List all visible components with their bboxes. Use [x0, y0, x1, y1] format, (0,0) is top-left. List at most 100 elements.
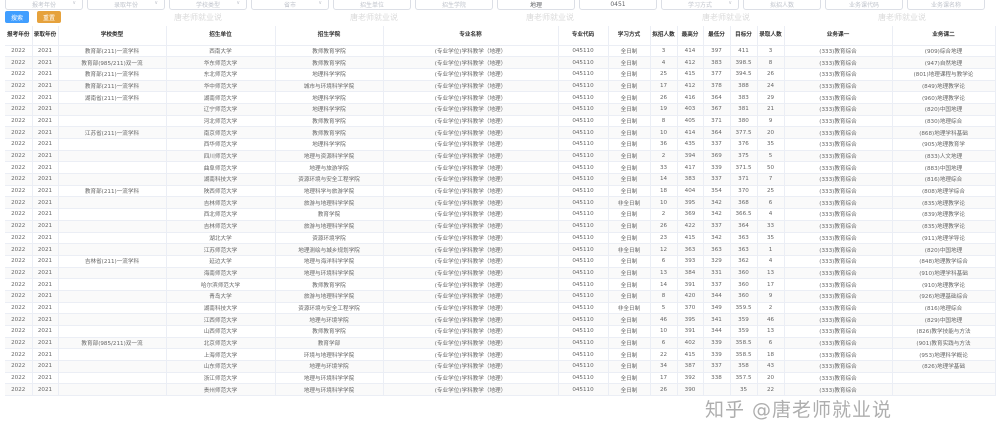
table-row[interactable]: 2022 2021 教育部(211)一流学科 西南大学 教师教育学院 (专业学位)学科教学…: [5, 45, 996, 58]
table-cell: 045110: [558, 173, 609, 186]
table-row[interactable]: 2022 2021 湖南科技大学 资源环境与安全工程学院 (专业学位)学科教学（地理） 0…: [5, 302, 996, 315]
column-header[interactable]: 拟招人数: [650, 26, 678, 46]
table-row[interactable]: 2022 2021 江苏师范大学 地理测绘与城乡规划学院 (专业学位)学科教学（地理） 0…: [5, 243, 996, 256]
table-cell: [58, 243, 167, 256]
table-row[interactable]: 2022 2021 教育部(985/211)双一流 北京师范大学 教育学部 (专业学位)学…: [5, 337, 996, 350]
table-row[interactable]: 2022 2021 吉林师范大学 旅游与地理科学学院 (专业学位)学科教学（地理） 045…: [5, 220, 996, 233]
table-row[interactable]: 2022 2021 江苏省(211)一流学科 南京师范大学 教师教育学院 (专业学位)学科…: [5, 126, 996, 139]
table-cell: 045110: [558, 360, 609, 373]
table-cell: 北京师范大学: [166, 337, 276, 350]
table-cell: 吉林省(211)一流学科: [58, 255, 167, 268]
search-button[interactable]: 搜索: [5, 11, 30, 23]
table-cell: 2021: [32, 185, 59, 198]
table-cell: 环境与地理科学学院: [275, 348, 384, 362]
table-cell: (专业学位)学科教学（地理）: [383, 302, 559, 315]
column-header[interactable]: 录取人数: [757, 26, 785, 46]
table-cell: 2022: [5, 313, 33, 326]
table-cell: 地理科学学院: [275, 68, 384, 81]
table-cell: 2022: [5, 278, 33, 291]
table-cell: [892, 383, 996, 397]
table-cell: [58, 103, 167, 116]
table-row[interactable]: 2022 2021 教育部(211)一流学科 陕西师范大学 地理科学与旅游学院 (专业学位…: [5, 185, 996, 198]
column-header[interactable]: 招生学院: [275, 26, 384, 46]
reset-button[interactable]: 重置: [37, 11, 62, 23]
table-row[interactable]: 2022 2021 四川师范大学 地理与资源科学学院 (专业学位)学科教学（地理） 045…: [5, 150, 996, 163]
table-cell: (专业学位)学科教学（地理）: [383, 185, 559, 198]
table-row[interactable]: 2022 2021 海南师范大学 地理与环境科学学院 (专业学位)学科教学（地理） 045…: [5, 267, 996, 280]
table-row[interactable]: 2022 2021 西华师范大学 地理科学学院 (专业学位)学科教学（地理） 045110…: [5, 138, 996, 151]
table-cell: 地理与环境学院: [275, 313, 384, 326]
filter-input[interactable]: 业务课名称: [907, 0, 985, 10]
column-header[interactable]: 录取年份: [32, 26, 59, 46]
filter-input[interactable]: 业务课代码: [825, 0, 903, 10]
table-cell: (专业学位)学科教学（地理）: [383, 383, 559, 397]
table-cell: 1: [757, 243, 785, 256]
column-header[interactable]: 招生单位: [166, 26, 276, 46]
table-cell: (905)地理教育学: [892, 138, 996, 151]
table-cell: 地理科学与旅游学院: [275, 185, 384, 198]
filter-select[interactable]: 报考年份 ∨: [5, 0, 83, 10]
table-cell: (816)地理综合: [892, 302, 996, 315]
table-cell: 045110: [558, 103, 609, 116]
table-row[interactable]: 2022 2021 吉林省(211)一流学科 延边大学 地理与海洋科学学院 (专业学位)学…: [5, 255, 996, 268]
table-row[interactable]: 2022 2021 哈尔滨师范大学 教师教育学院 (专业学位)学科教学（地理） 04511…: [5, 278, 996, 291]
filter-select[interactable]: 学习方式 ∨: [661, 0, 739, 10]
table-row[interactable]: 2022 2021 吉林师范大学 旅游与地理科学学院 (专业学位)学科教学（地理） 045…: [5, 196, 996, 210]
table-row[interactable]: 2022 2021 曲阜师范大学 地理与旅游学院 (专业学位)学科教学（地理） 04511…: [5, 161, 996, 175]
table-cell: 全日制: [608, 150, 651, 163]
table-header: 报考年份 录取年份 学校类型 招生单位 招生学院 专业名称 专业代码 学习方式 拟招人数 最高分最…: [5, 26, 996, 46]
table-cell: 337: [703, 173, 731, 186]
table-row[interactable]: 2022 2021 教育部(211)一流学科 东北师范大学 地理科学学院 (专业学位)学科…: [5, 68, 996, 81]
table-row[interactable]: 2022 2021 湖南省(211)一流学科 湖南师范大学 地理科学学院 (专业学位)学科…: [5, 91, 996, 104]
column-header[interactable]: 报考年份: [5, 26, 33, 46]
table-row[interactable]: 2022 2021 湖北大学 资源环境学院 (专业学位)学科教学（地理） 045110 全日…: [5, 232, 996, 245]
table-cell: (333)教育综合: [784, 173, 893, 186]
table-cell: 337: [703, 278, 731, 291]
column-header[interactable]: 专业名称: [383, 26, 559, 46]
column-header[interactable]: 学校类型: [58, 26, 167, 46]
table-row[interactable]: 2022 2021 湖南科技大学 资源环境与安全工程学院 (专业学位)学科教学（地理） 0…: [5, 173, 996, 186]
table-row[interactable]: 2022 2021 浙江师范大学 地理与环境科学学院 (专业学位)学科教学（地理） 045…: [5, 372, 996, 385]
table-cell: 412: [677, 80, 704, 93]
table-cell: 2021: [32, 243, 59, 256]
filter-input[interactable]: 招生学院: [415, 0, 493, 10]
column-header[interactable]: 学习方式: [608, 26, 651, 46]
table-row[interactable]: 2022 2021 教育部(211)一流学科 华中师范大学 城市与环境科学学院 (专业学位…: [5, 80, 996, 93]
table-cell: 363: [730, 243, 758, 256]
filter-select[interactable]: 录取年份 ∨: [87, 0, 165, 10]
column-header[interactable]: 最高分: [677, 26, 704, 46]
table-cell: 10: [650, 196, 678, 210]
filter-select[interactable]: 学校类型 ∨: [169, 0, 247, 10]
table-row[interactable]: 2022 2021 山西师范大学 教师教育学院 (专业学位)学科教学（地理） 045110…: [5, 325, 996, 338]
table-cell: (333)教育综合: [784, 360, 893, 373]
table-cell: (883)中国地理: [892, 161, 996, 175]
filter-input[interactable]: 拟招人数: [743, 0, 821, 10]
filter-input[interactable]: 招生单位: [333, 0, 411, 10]
column-header[interactable]: 业务课二: [892, 26, 996, 46]
column-header[interactable]: 专业代码: [558, 26, 609, 46]
filter-select[interactable]: 省市 ∨: [251, 0, 329, 10]
filter-input[interactable]: 地理: [497, 0, 575, 10]
column-header[interactable]: 最低分: [703, 26, 731, 46]
table-row[interactable]: 2022 2021 上海师范大学 环境与地理科学学院 (专业学位)学科教学（地理） 045…: [5, 348, 996, 362]
table-cell: 22: [650, 348, 678, 362]
table-row[interactable]: 2022 2021 江西师范大学 地理与环境学院 (专业学位)学科教学（地理） 04511…: [5, 313, 996, 326]
table-row[interactable]: 2022 2021 河北师范大学 教师教育学院 (专业学位)学科教学（地理） 045110…: [5, 115, 996, 128]
table-cell: 青岛大学: [166, 290, 276, 303]
table-row[interactable]: 2022 2021 山东师范大学 地理与环境学院 (专业学位)学科教学（地理） 04511…: [5, 360, 996, 373]
table-cell: 405: [677, 115, 704, 128]
column-header[interactable]: 目标分: [730, 26, 758, 46]
table-cell: (333)教育综合: [784, 138, 893, 151]
table-row[interactable]: 2022 2021 西北师范大学 教育学院 (专业学位)学科教学（地理） 045110 全日…: [5, 208, 996, 221]
table-row[interactable]: 2022 2021 教育部(985/211)双一流 华东师范大学 教师教育学院 (专业学位…: [5, 56, 996, 69]
table-row[interactable]: 2022 2021 青岛大学 旅游与地理科学学院 (专业学位)学科教学（地理） 04511…: [5, 290, 996, 303]
table-cell: 045110: [558, 138, 609, 151]
table-cell: (专业学位)学科教学（地理）: [383, 278, 559, 291]
table-cell: (333)教育综合: [784, 302, 893, 315]
table-cell: 2021: [32, 360, 59, 373]
table-row[interactable]: 2022 2021 辽宁师范大学 地理科学学院 (专业学位)学科教学（地理） 045110…: [5, 103, 996, 116]
table-cell: (专业学位)学科教学（地理）: [383, 208, 559, 221]
table-row[interactable]: 2022 2021 贵州师范大学 地理与环境科学学院 (专业学位)学科教学（地理） 045…: [5, 383, 996, 397]
column-header[interactable]: 业务课一: [784, 26, 893, 46]
filter-input[interactable]: 0451: [579, 0, 657, 10]
